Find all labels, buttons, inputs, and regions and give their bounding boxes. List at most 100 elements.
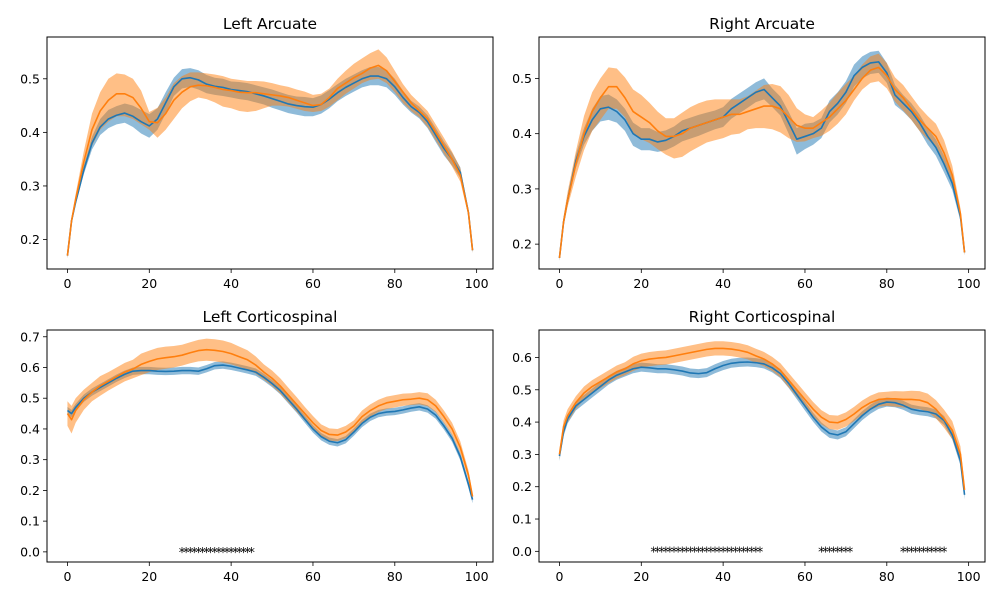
significance-marker: * <box>916 545 923 560</box>
x-tick-label: 80 <box>879 569 895 584</box>
series-line-2 <box>558 347 966 491</box>
x-tick-label: 40 <box>715 569 731 584</box>
series-line-1 <box>66 75 474 256</box>
x-tick-label: 40 <box>223 569 239 584</box>
panel-title: Right Arcuate <box>709 15 815 33</box>
confidence-band-2 <box>67 49 473 259</box>
significance-marker: * <box>941 545 948 560</box>
significance-marker: * <box>659 545 666 560</box>
x-tick-label: 60 <box>305 569 321 584</box>
y-tick-label: 0.3 <box>512 181 532 196</box>
y-tick-label: 0.4 <box>512 415 532 430</box>
significance-marker: * <box>744 545 751 560</box>
significance-marker: * <box>708 545 715 560</box>
panel-title: Left Arcuate <box>223 15 317 33</box>
significance-marker: * <box>654 545 661 560</box>
axes-frame <box>538 36 986 270</box>
significance-marker: * <box>207 546 214 561</box>
significance-marker: * <box>843 545 850 560</box>
significance-marker: * <box>834 545 841 560</box>
plot-area <box>558 341 966 500</box>
significance-marker: * <box>912 545 919 560</box>
y-tick-label: 0.4 <box>20 421 40 436</box>
significance-marker: * <box>671 545 678 560</box>
x-tick-label: 60 <box>305 276 321 291</box>
x-tick-label: 100 <box>465 276 489 291</box>
plot-area <box>66 49 474 259</box>
y-tick-label: 0.6 <box>20 360 40 375</box>
x-tick-label: 0 <box>555 276 563 291</box>
significance-marker: * <box>728 545 735 560</box>
y-tick-label: 0.4 <box>20 125 40 140</box>
significance-marker: * <box>924 545 931 560</box>
axes-frame <box>46 36 494 270</box>
y-tick-label: 0.3 <box>20 452 40 467</box>
significance-marker: * <box>199 546 206 561</box>
significance-marker: * <box>908 545 915 560</box>
significance-marker: * <box>937 545 944 560</box>
y-tick-label: 0.3 <box>20 178 40 193</box>
significance-marker: * <box>687 545 694 560</box>
y-tick-label: 0.2 <box>512 479 532 494</box>
significance-marker: * <box>187 546 194 561</box>
panel-right-arcuate: Right Arcuate 0 20 40 60 80 100 0.2 0.3 0.4 0.5 <box>512 15 986 291</box>
x-tick-label: 80 <box>387 569 403 584</box>
y-tick-label: 0.0 <box>512 544 532 559</box>
significance-marker: * <box>826 545 833 560</box>
significance-marker: * <box>244 546 251 561</box>
x-tick-label: 40 <box>223 276 239 291</box>
significance-marker: * <box>847 545 854 560</box>
significance-marker: * <box>724 545 731 560</box>
panel-title: Right Corticospinal <box>689 308 836 326</box>
x-tick-label: 80 <box>387 276 403 291</box>
significance-marker: * <box>699 545 706 560</box>
significance-marker: * <box>732 545 739 560</box>
x-tick-label: 100 <box>465 569 489 584</box>
significance-marker: * <box>248 546 255 561</box>
x-tick-label: 20 <box>141 569 157 584</box>
y-tick-label: 0.5 <box>512 71 532 86</box>
significance-marker: * <box>212 546 219 561</box>
significance-marker: * <box>663 545 670 560</box>
significance-marker: * <box>704 545 711 560</box>
significance-marker: * <box>695 545 702 560</box>
x-tick-label: 20 <box>633 569 649 584</box>
significance-marker: * <box>679 545 686 560</box>
x-tick-label: 0 <box>63 276 71 291</box>
significance-marker: * <box>712 545 719 560</box>
significance-marker: * <box>195 546 202 561</box>
y-tick-label: 0.5 <box>20 71 40 86</box>
x-tick-label: 0 <box>555 569 563 584</box>
significance-marker: * <box>757 545 764 560</box>
plot-area <box>558 50 966 261</box>
significance-marker: * <box>904 545 911 560</box>
x-tick-label: 100 <box>957 276 981 291</box>
confidence-band-2 <box>559 53 965 261</box>
y-tick-label: 0.3 <box>512 447 532 462</box>
significance-marker: * <box>216 546 223 561</box>
panel-title: Left Corticospinal <box>202 308 337 326</box>
significance-marker: * <box>753 545 760 560</box>
significance-marker: * <box>929 545 936 560</box>
y-tick-label: 0.1 <box>512 512 532 527</box>
x-tick-label: 80 <box>879 276 895 291</box>
significance-marker: * <box>900 545 907 560</box>
significance-marker: * <box>818 545 825 560</box>
series-line-1 <box>558 61 966 259</box>
significance-marker: * <box>667 545 674 560</box>
series-line-1 <box>66 364 474 500</box>
significance-marker: * <box>720 545 727 560</box>
significance-marker: * <box>224 546 231 561</box>
significance-marker: * <box>240 546 247 561</box>
series-line-2 <box>66 348 474 497</box>
significance-marker: * <box>716 545 723 560</box>
significance-marker: * <box>228 546 235 561</box>
significance-marker: * <box>232 546 239 561</box>
significance-marker: * <box>191 546 198 561</box>
y-tick-label: 0.5 <box>512 382 532 397</box>
x-tick-label: 100 <box>957 569 981 584</box>
significance-marker: * <box>220 546 227 561</box>
y-tick-label: 0.6 <box>512 350 532 365</box>
significance-marker: * <box>830 545 837 560</box>
